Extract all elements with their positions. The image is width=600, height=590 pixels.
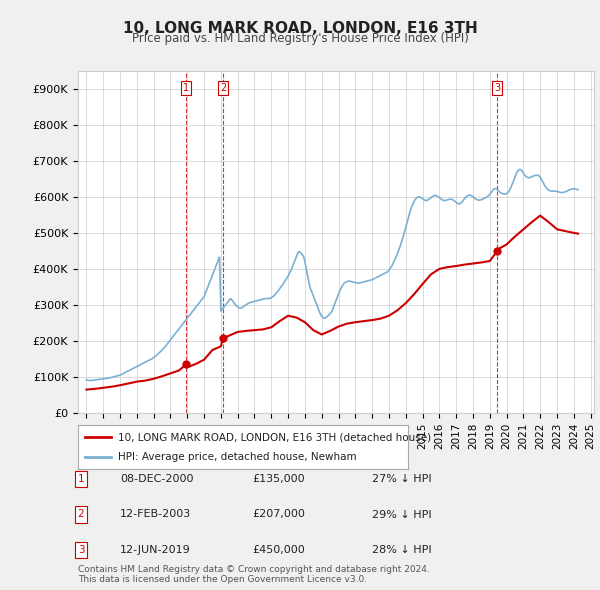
Text: 10, LONG MARK ROAD, LONDON, E16 3TH: 10, LONG MARK ROAD, LONDON, E16 3TH xyxy=(122,21,478,35)
Text: 10, LONG MARK ROAD, LONDON, E16 3TH (detached house): 10, LONG MARK ROAD, LONDON, E16 3TH (det… xyxy=(118,432,431,442)
Text: HPI: Average price, detached house, Newham: HPI: Average price, detached house, Newh… xyxy=(118,452,356,461)
Text: 3: 3 xyxy=(494,83,500,93)
Text: 29% ↓ HPI: 29% ↓ HPI xyxy=(372,510,431,519)
Text: 1: 1 xyxy=(77,474,85,484)
Text: 2: 2 xyxy=(220,83,226,93)
Text: £135,000: £135,000 xyxy=(252,474,305,484)
Text: Contains HM Land Registry data © Crown copyright and database right 2024.
This d: Contains HM Land Registry data © Crown c… xyxy=(78,565,430,584)
Text: Price paid vs. HM Land Registry's House Price Index (HPI): Price paid vs. HM Land Registry's House … xyxy=(131,32,469,45)
Text: 3: 3 xyxy=(77,545,85,555)
Text: 12-FEB-2003: 12-FEB-2003 xyxy=(120,510,191,519)
Text: 1: 1 xyxy=(183,83,190,93)
Text: 2: 2 xyxy=(77,510,85,519)
Text: £207,000: £207,000 xyxy=(252,510,305,519)
Text: £450,000: £450,000 xyxy=(252,545,305,555)
Text: 12-JUN-2019: 12-JUN-2019 xyxy=(120,545,191,555)
Text: 28% ↓ HPI: 28% ↓ HPI xyxy=(372,545,431,555)
Text: 27% ↓ HPI: 27% ↓ HPI xyxy=(372,474,431,484)
Text: 08-DEC-2000: 08-DEC-2000 xyxy=(120,474,193,484)
